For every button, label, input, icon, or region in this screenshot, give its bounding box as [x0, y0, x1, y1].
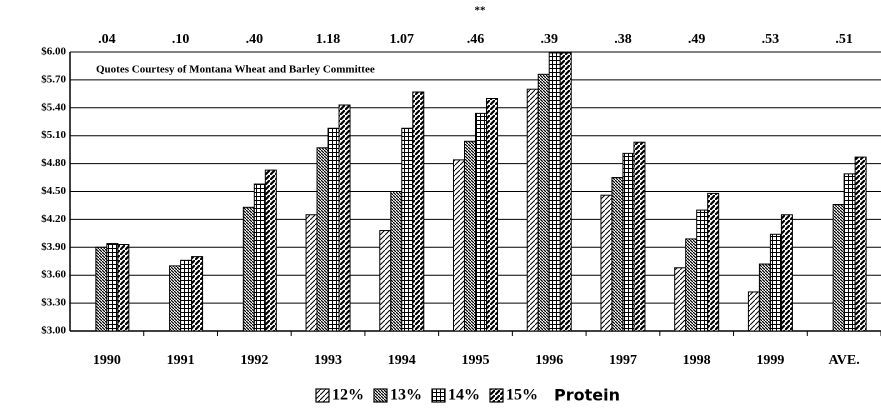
top-label: .40 — [246, 32, 264, 47]
y-tick-label: $5.40 — [41, 101, 66, 113]
bar — [453, 159, 465, 332]
legend-label: 14% — [448, 387, 480, 404]
x-tick-label: 1997 — [609, 353, 637, 368]
legend-swatch — [373, 388, 388, 403]
y-tick-label: $3.90 — [41, 241, 66, 253]
y-tick-label: $3.60 — [41, 269, 66, 281]
bar — [401, 127, 414, 332]
bar — [685, 238, 698, 332]
bar — [264, 169, 277, 332]
bar — [622, 152, 635, 332]
bar — [707, 192, 720, 332]
bar — [611, 177, 624, 332]
bar — [548, 52, 561, 332]
bar — [832, 204, 845, 332]
bar — [242, 206, 255, 332]
bar — [475, 112, 487, 332]
bar — [854, 156, 867, 332]
bar — [843, 173, 856, 332]
top-label: .39 — [540, 32, 558, 47]
bar — [106, 243, 119, 332]
legend-suffix: Protein — [554, 386, 620, 405]
top-label: .38 — [614, 32, 632, 47]
bar — [191, 256, 204, 332]
y-tick-label: $6.00 — [41, 46, 66, 58]
y-tick-label: $5.10 — [41, 129, 66, 141]
bar — [526, 88, 539, 332]
bar — [769, 233, 782, 332]
x-tick-label: 1990 — [93, 353, 121, 368]
y-tick-label: $4.20 — [41, 213, 66, 225]
bar — [758, 263, 771, 332]
y-tick-label: $3.00 — [41, 325, 66, 337]
bar — [412, 91, 425, 332]
top-label: .51 — [835, 32, 853, 47]
bar — [674, 267, 687, 332]
top-label: .04 — [98, 32, 116, 47]
bar — [696, 209, 709, 332]
x-tick-label: 1998 — [683, 353, 711, 368]
legend-swatch — [431, 388, 446, 403]
top-label: .49 — [688, 32, 706, 47]
bar — [169, 265, 182, 332]
top-label: .46 — [467, 32, 485, 47]
y-tick-label: $5.70 — [41, 73, 66, 85]
x-tick-label: 1995 — [462, 353, 490, 368]
bar — [95, 246, 108, 332]
bar — [600, 194, 613, 332]
legend-swatch — [315, 388, 330, 403]
x-tick-label: 1994 — [388, 353, 416, 368]
bar — [486, 98, 498, 332]
bar — [253, 183, 266, 332]
top-label: .53 — [762, 32, 780, 47]
bar — [305, 214, 318, 332]
bar — [390, 191, 403, 332]
x-tick-label: 1996 — [535, 353, 563, 368]
bar — [379, 230, 392, 332]
bar — [747, 291, 760, 332]
bar — [327, 127, 340, 332]
bar — [338, 104, 351, 332]
bar — [559, 52, 572, 332]
legend-label: 13% — [390, 387, 422, 404]
x-tick-label: 1992 — [240, 353, 268, 368]
bar — [464, 140, 476, 332]
y-tick-label: $3.30 — [41, 297, 66, 309]
y-tick-label: $4.80 — [41, 157, 66, 169]
bar — [537, 73, 550, 332]
x-tick-label: 1999 — [756, 353, 784, 368]
bar — [180, 259, 193, 332]
bar — [316, 147, 329, 332]
annotation: Quotes Courtesy of Montana Wheat and Bar… — [96, 64, 375, 76]
x-tick-label: AVE. — [829, 353, 860, 368]
bar — [117, 244, 130, 332]
top-note: ** — [475, 5, 487, 17]
top-label: 1.07 — [390, 32, 415, 47]
top-label: .10 — [172, 32, 190, 47]
legend-label: 15% — [506, 387, 538, 404]
top-label: 1.18 — [316, 32, 341, 47]
legend-label: 12% — [332, 387, 364, 404]
y-tick-label: $4.50 — [41, 185, 66, 197]
x-tick-label: 1991 — [167, 353, 195, 368]
bar — [780, 214, 793, 332]
x-tick-label: 1993 — [314, 353, 342, 368]
bar — [633, 141, 646, 332]
legend-swatch — [489, 388, 504, 403]
